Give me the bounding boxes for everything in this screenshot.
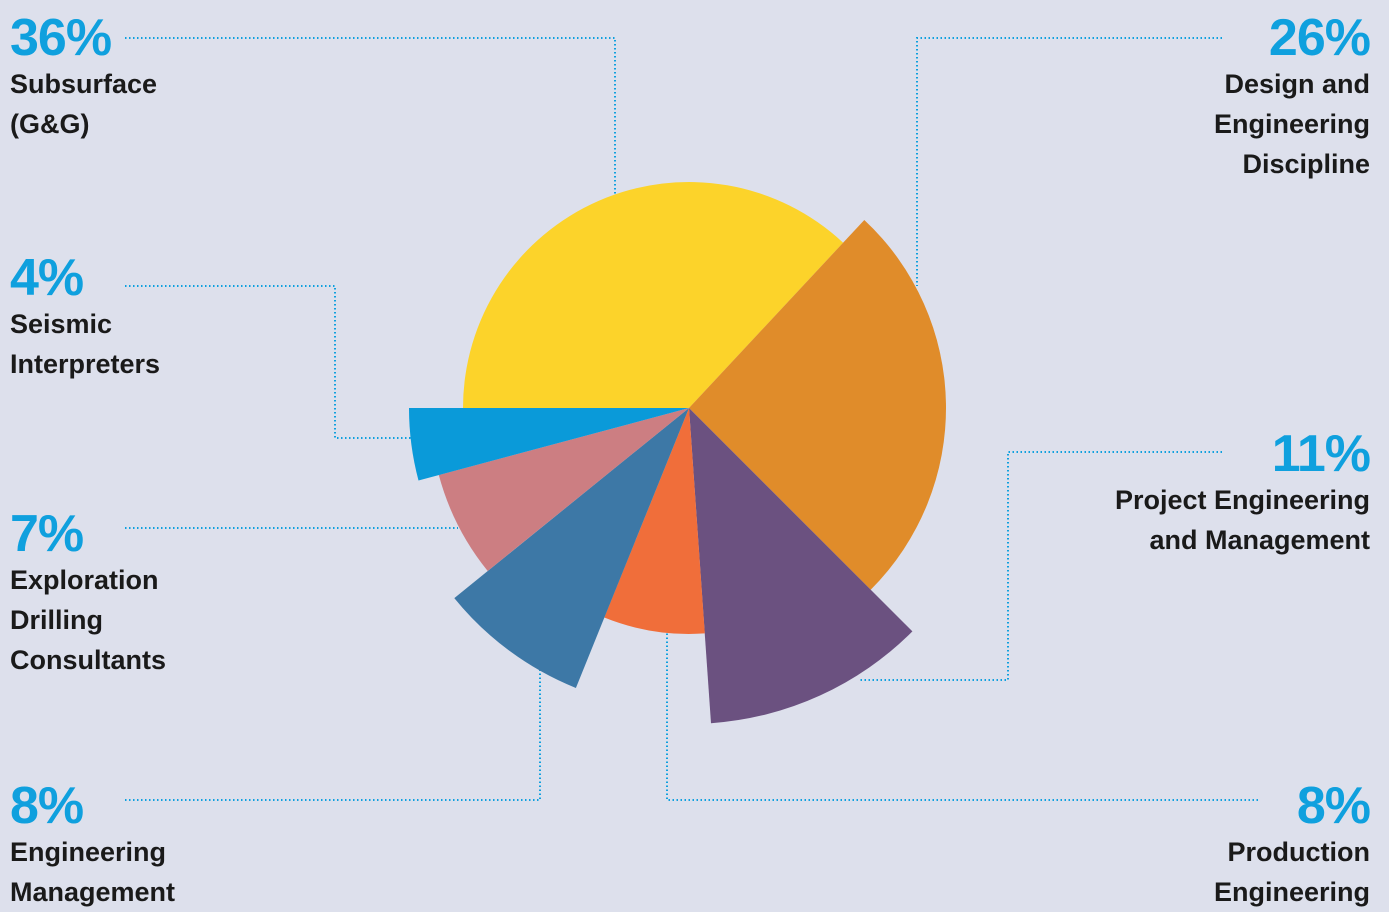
leader-line bbox=[666, 632, 1258, 801]
slice-design-and bbox=[689, 220, 947, 590]
category-label: Engineering Management bbox=[10, 837, 176, 907]
callout-seismic-interpreters: 4% Seismic Interpreters bbox=[10, 249, 161, 384]
percent-label: 4% bbox=[10, 249, 84, 307]
percent-label: 11% bbox=[1271, 425, 1371, 483]
percent-label: 7% bbox=[10, 505, 84, 563]
percent-label: 36% bbox=[10, 9, 112, 67]
callout-exploration-drilling: 7% Exploration Drilling Consultants bbox=[10, 505, 167, 680]
category-label: Project Engineering and Management bbox=[1114, 485, 1370, 555]
slice-engineering bbox=[454, 408, 689, 688]
callout-project-engineering: 11% Project Engineering and Management bbox=[1114, 425, 1371, 560]
percent-label: 8% bbox=[1296, 777, 1371, 835]
callout-design-engineering: 26% Design and Engineering Discipline bbox=[1213, 9, 1371, 184]
callout-subsurface: 36% Subsurface (G&G) bbox=[10, 9, 158, 144]
slice-production bbox=[604, 408, 705, 634]
slice-exploration bbox=[438, 408, 689, 571]
leader-line bbox=[125, 37, 616, 194]
leader-line bbox=[125, 668, 541, 801]
leader-line bbox=[858, 451, 1222, 681]
category-label: Seismic Interpreters bbox=[10, 309, 161, 379]
leader-line bbox=[125, 285, 412, 439]
callout-engineering-management: 8% Engineering Management bbox=[10, 777, 176, 912]
percent-label: 26% bbox=[1268, 9, 1371, 67]
leader-line bbox=[916, 37, 1222, 286]
category-label: Subsurface (G&G) bbox=[10, 69, 158, 139]
category-label: Design and Engineering Discipline bbox=[1213, 69, 1370, 179]
category-label: Production Engineering bbox=[1213, 837, 1370, 907]
category-label: Exploration Drilling Consultants bbox=[10, 565, 167, 675]
slice-seismic bbox=[408, 408, 689, 481]
slice-subsurface bbox=[463, 182, 844, 408]
chart-slices bbox=[408, 182, 947, 724]
callout-production-engineering: 8% Production Engineering bbox=[1213, 777, 1371, 912]
slice-project-engineering bbox=[689, 408, 913, 724]
percent-label: 8% bbox=[10, 777, 84, 835]
leader-lines bbox=[125, 37, 1258, 801]
